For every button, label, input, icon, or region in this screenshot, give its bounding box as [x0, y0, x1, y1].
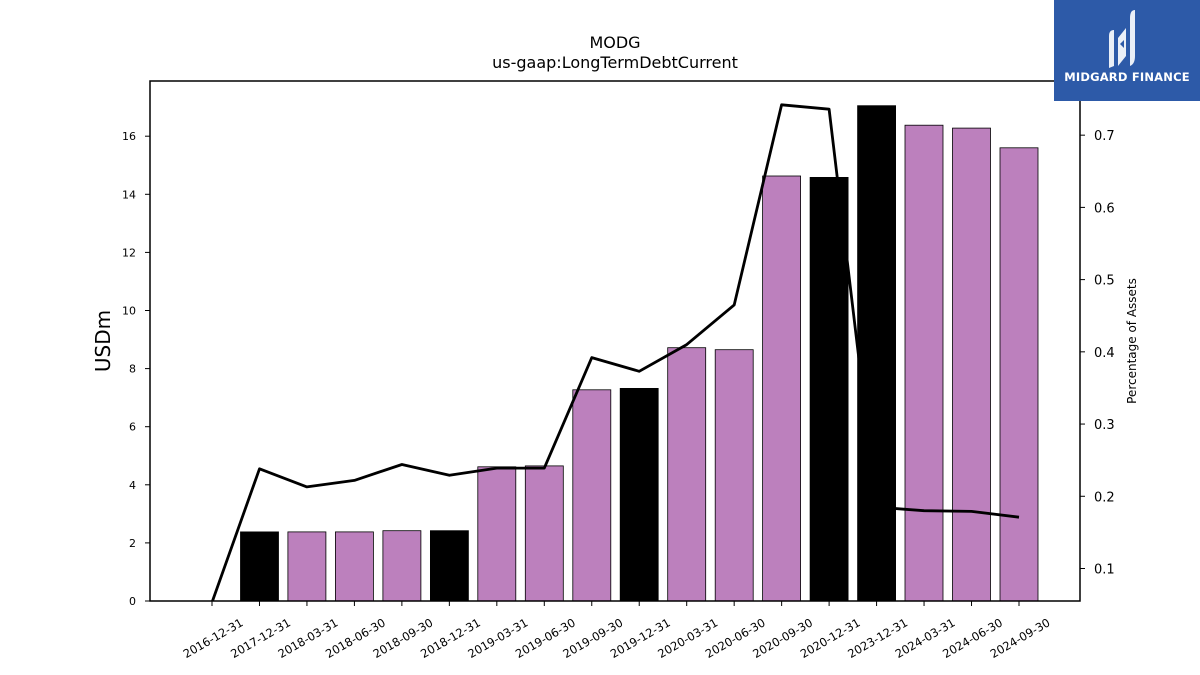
y-tick-label: 6 — [129, 421, 136, 434]
bar-2017-12-31 — [240, 531, 279, 602]
bar-2024-09-30 — [999, 147, 1039, 602]
y2-tick-label: 0.5 — [1094, 274, 1115, 289]
bar-2024-03-31 — [904, 124, 944, 602]
y2-tick-label: 0.3 — [1094, 418, 1115, 433]
bar-series — [240, 105, 1039, 602]
y-axis-label: USDm — [91, 310, 115, 372]
chart-title: MODG — [589, 33, 640, 52]
bar-2019-12-31 — [619, 387, 659, 602]
bar-2019-03-31 — [477, 466, 517, 602]
chart-subtitle: us-gaap:LongTermDebtCurrent — [492, 53, 738, 72]
bar-2024-06-30 — [952, 127, 991, 602]
logo-text: MIDGARD FINANCE — [1064, 70, 1190, 84]
y-tick-label: 16 — [122, 130, 136, 143]
x-axis: 2016-12-312017-12-312018-03-312018-06-30… — [181, 601, 1053, 661]
y-tick-label: 4 — [129, 479, 136, 492]
bar-2023-12-31 — [857, 105, 896, 602]
bar-2020-09-30 — [762, 175, 801, 602]
y-tick-label: 12 — [122, 246, 136, 259]
y2-tick-label: 0.2 — [1094, 490, 1115, 505]
bar-2018-09-30 — [382, 530, 422, 602]
bar-2018-06-30 — [334, 531, 374, 602]
bar-2018-12-31 — [429, 530, 469, 602]
y-tick-label: 0 — [129, 595, 136, 608]
y-tick-label: 14 — [122, 188, 136, 201]
plot-frame — [149, 80, 1081, 602]
y2-tick-label: 0.6 — [1094, 201, 1115, 216]
y-axis-left: 0 2 4 6 8 10 12 14 16 — [122, 130, 150, 608]
brand-logo: MIDGARD FINANCE — [1054, 0, 1200, 101]
bar-2019-09-30 — [572, 389, 612, 602]
y2-tick-label: 0.7 — [1094, 129, 1115, 144]
bar-2020-06-30 — [714, 349, 754, 602]
y2-axis-label: Percentage of Assets — [1125, 278, 1139, 404]
bar-2020-03-31 — [667, 347, 707, 602]
percentage-line — [211, 103, 1020, 601]
y-axis-right: 0.1 0.2 0.3 0.4 0.5 0.6 0.7 — [1080, 129, 1115, 578]
y2-tick-label: 0.4 — [1094, 346, 1115, 361]
y-tick-label: 2 — [129, 537, 136, 550]
bar-2019-06-30 — [524, 465, 564, 602]
y-tick-label: 8 — [129, 363, 136, 376]
bar-2020-12-31 — [809, 176, 849, 602]
y-tick-label: 10 — [122, 304, 136, 317]
line-series — [211, 103, 1020, 601]
logo-mark-icon — [1109, 10, 1135, 68]
bar-2018-03-31 — [287, 531, 327, 602]
y2-tick-label: 0.1 — [1094, 563, 1115, 578]
